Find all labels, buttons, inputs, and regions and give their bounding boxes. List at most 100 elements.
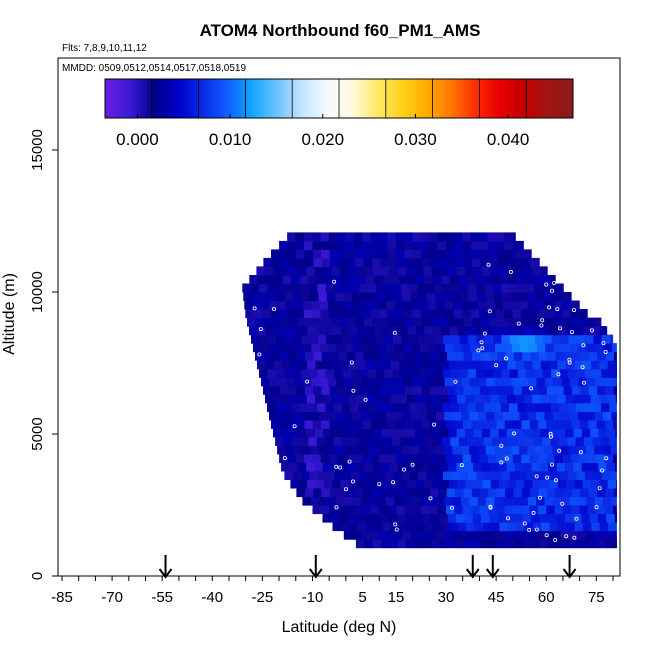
heatmap-cell bbox=[321, 385, 331, 395]
heatmap-cell bbox=[505, 257, 515, 267]
heatmap-cell bbox=[319, 377, 329, 387]
heatmap-cell bbox=[454, 505, 464, 515]
heatmap-cell bbox=[463, 249, 472, 259]
heatmap-cell bbox=[469, 530, 478, 540]
heatmap-cell bbox=[381, 394, 391, 404]
heatmap-cell bbox=[455, 257, 465, 267]
heatmap-cell bbox=[309, 283, 318, 293]
x-tick-label: -10 bbox=[302, 589, 324, 606]
heatmap-cell bbox=[438, 385, 448, 395]
heatmap-cell bbox=[479, 453, 489, 463]
sample-point bbox=[564, 534, 569, 539]
heatmap-cell bbox=[410, 530, 420, 540]
heatmap-cell bbox=[457, 394, 466, 404]
heatmap-cell bbox=[570, 309, 580, 319]
heatmap-cell bbox=[387, 453, 397, 463]
sample-point bbox=[410, 462, 415, 467]
heatmap-cell bbox=[580, 351, 590, 361]
heatmap-cell bbox=[321, 249, 330, 259]
heatmap-cell bbox=[375, 368, 385, 378]
heatmap-cell bbox=[377, 445, 387, 455]
heatmap-cell bbox=[519, 530, 529, 540]
heatmap-cell bbox=[601, 368, 611, 378]
heatmap-cell bbox=[392, 283, 402, 293]
heatmap-cell bbox=[378, 309, 388, 319]
heatmap-cell bbox=[331, 266, 341, 276]
heatmap-cell bbox=[584, 368, 594, 378]
heatmap-cell bbox=[381, 428, 391, 438]
heatmap-cell bbox=[452, 292, 461, 302]
heatmap-cell bbox=[407, 394, 416, 404]
heatmap-cell bbox=[431, 513, 440, 523]
sample-point bbox=[547, 305, 552, 310]
heatmap-cell bbox=[551, 368, 561, 378]
heatmap-cell bbox=[466, 275, 476, 285]
heatmap-cell bbox=[368, 530, 378, 540]
heatmap-cell bbox=[273, 428, 282, 438]
sample-point bbox=[392, 330, 397, 335]
heatmap-cell bbox=[322, 462, 332, 472]
heatmap-cell bbox=[463, 351, 473, 361]
heatmap-cell bbox=[321, 419, 330, 429]
heatmap-cell bbox=[307, 360, 316, 370]
heatmap-cell bbox=[515, 479, 525, 489]
heatmap-cell bbox=[420, 232, 430, 242]
heatmap-cell bbox=[552, 445, 562, 455]
heatmap-cell bbox=[490, 428, 499, 438]
heatmap-cell bbox=[395, 505, 405, 515]
heatmap-cell bbox=[597, 385, 606, 395]
heatmap-cell bbox=[530, 385, 540, 395]
heatmap-cell bbox=[334, 334, 344, 344]
heatmap-cell bbox=[405, 488, 414, 498]
heatmap-cell bbox=[521, 240, 524, 250]
heatmap-cell bbox=[323, 428, 332, 438]
heatmap-cell bbox=[429, 505, 439, 515]
heatmap-cell bbox=[279, 419, 289, 429]
heatmap-cell bbox=[296, 351, 306, 361]
heatmap-cell bbox=[278, 343, 287, 353]
heatmap-cell bbox=[379, 505, 389, 515]
heatmap-cell bbox=[460, 530, 470, 540]
heatmap-cell bbox=[289, 266, 299, 276]
heatmap-cell bbox=[396, 419, 406, 429]
heatmap-cell bbox=[329, 249, 339, 259]
heatmap-cell bbox=[362, 505, 372, 515]
heatmap-cell bbox=[594, 530, 604, 540]
heatmap-cell bbox=[516, 275, 526, 285]
heatmap-cell bbox=[261, 300, 270, 310]
heatmap-cell bbox=[487, 240, 497, 250]
heatmap-cell bbox=[501, 470, 511, 480]
heatmap-cell bbox=[300, 402, 310, 412]
heatmap-cell bbox=[459, 402, 468, 412]
heatmap-cell bbox=[604, 453, 614, 463]
heatmap-cell bbox=[331, 428, 341, 438]
heatmap-cell bbox=[605, 419, 614, 429]
heatmap-cell bbox=[313, 488, 322, 498]
heatmap-cell bbox=[497, 513, 507, 523]
heatmap-cell bbox=[591, 326, 601, 336]
heatmap-cell bbox=[533, 436, 543, 446]
heatmap-cell bbox=[535, 445, 545, 455]
heatmap-cell bbox=[430, 257, 440, 267]
heatmap-cell bbox=[393, 530, 403, 540]
heatmap-cell bbox=[293, 445, 303, 455]
heatmap-cell bbox=[273, 360, 283, 370]
sample-point bbox=[534, 527, 539, 532]
heatmap-cell bbox=[512, 505, 522, 515]
heatmap-cell bbox=[588, 385, 598, 395]
heatmap-cell bbox=[524, 479, 534, 489]
heatmap-cell bbox=[601, 470, 611, 480]
heatmap-cell bbox=[311, 343, 321, 353]
heatmap-cell bbox=[515, 394, 525, 404]
heatmap-cell bbox=[551, 334, 561, 344]
heatmap-cell bbox=[388, 351, 398, 361]
heatmap-cell bbox=[373, 360, 383, 370]
heatmap-cell bbox=[329, 240, 339, 250]
heatmap-cell bbox=[301, 470, 310, 480]
heatmap-cell bbox=[420, 343, 429, 353]
heatmap-cell bbox=[427, 445, 437, 455]
heatmap-cell bbox=[482, 394, 491, 404]
heatmap-cell bbox=[611, 411, 617, 421]
heatmap-cell bbox=[340, 522, 350, 532]
heatmap-cell bbox=[611, 530, 617, 540]
